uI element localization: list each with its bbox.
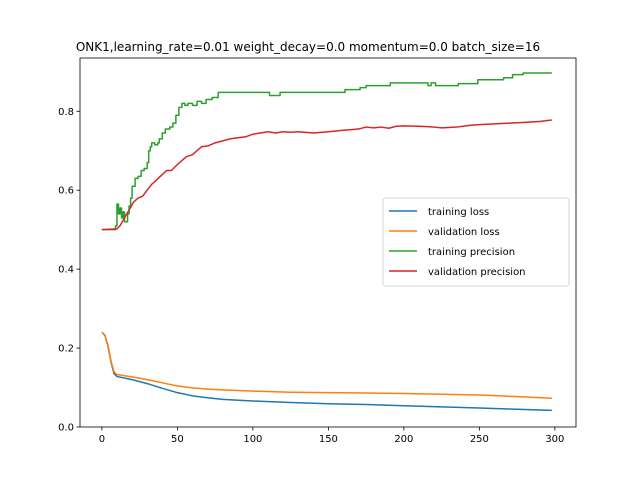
y-tick-label: 0.2	[58, 344, 74, 355]
legend-label-validation-loss: validation loss	[428, 227, 500, 238]
x-tick-label: 300	[545, 434, 564, 445]
legend-label-training-loss: training loss	[428, 207, 489, 218]
x-axis: 0 50 100 150 200 250 300	[99, 427, 564, 445]
x-tick-label: 50	[171, 434, 184, 445]
x-tick-label: 0	[99, 434, 105, 445]
series-line-training-precision	[101, 72, 552, 231]
y-axis: 0.0 0.2 0.4 0.6 0.8	[58, 107, 80, 434]
chart-title: ONK1,learning_rate=0.01 weight_decay=0.0…	[76, 40, 540, 54]
legend-box	[382, 197, 570, 287]
x-tick-label: 100	[243, 434, 262, 445]
series-layer	[101, 72, 552, 412]
y-tick-label: 0.0	[58, 423, 74, 434]
y-tick-label: 0.8	[58, 107, 74, 118]
legend-label-validation-precision: validation precision	[428, 267, 526, 278]
series-line-validation-loss	[101, 331, 552, 399]
y-tick-label: 0.4	[58, 265, 74, 276]
legend-label-training-precision: training precision	[428, 247, 515, 258]
y-tick-label: 0.6	[58, 186, 74, 197]
series-line-validation-precision	[101, 119, 552, 231]
x-tick-label: 250	[470, 434, 489, 445]
x-tick-label: 150	[319, 434, 338, 445]
legend: training loss validation loss training pre…	[382, 197, 570, 287]
x-tick-label: 200	[394, 434, 413, 445]
